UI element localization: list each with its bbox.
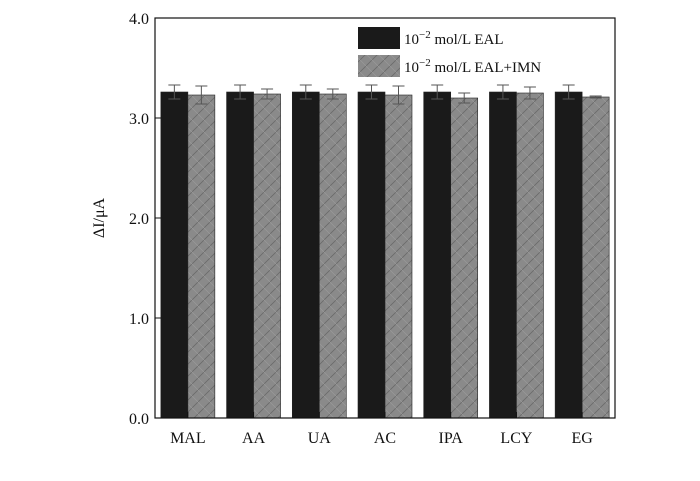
x-tick-label-mal: MAL xyxy=(170,430,206,447)
x-tick-label-aa: AA xyxy=(242,430,266,447)
error-bar-ac-series-2 xyxy=(392,85,405,105)
bars-layer xyxy=(160,91,610,419)
legend-entry-series-2-rest: mol/L EAL+IMN xyxy=(431,60,542,76)
error-bar-lcy-series-2 xyxy=(523,86,536,100)
bar-eg-series-2 xyxy=(581,96,610,419)
legend-entry-series-2-base: 10 xyxy=(404,60,419,76)
error-bar-ac-series-1 xyxy=(365,84,378,100)
bar-mal-series-1 xyxy=(160,91,189,419)
legend-entry-series-1-rest: mol/L EAL xyxy=(431,32,504,48)
error-bar-lcy-series-1 xyxy=(496,84,509,100)
error-bar-ipa-series-1 xyxy=(431,84,444,100)
bar-aa-series-2 xyxy=(253,93,281,419)
legend-entry-series-2: 10−2 mol/L EAL+IMN xyxy=(404,57,541,76)
y-tick-label: 3.0 xyxy=(129,111,149,128)
error-bar-mal-series-2 xyxy=(195,85,208,105)
x-axis: MAL AA UA AC IPA LCY EG xyxy=(170,412,593,447)
x-tick-label-lcy: LCY xyxy=(500,430,532,447)
bar-aa-series-1 xyxy=(226,91,254,419)
legend-entry-series-1-base: 10 xyxy=(404,32,419,48)
error-bar-ipa-series-2 xyxy=(458,92,471,104)
x-tick-label-ipa: IPA xyxy=(439,430,464,447)
x-tick-label-eg: EG xyxy=(571,430,593,447)
error-bars-layer xyxy=(168,84,602,105)
bar-ac-series-2 xyxy=(384,94,413,419)
x-tick-label-ua: UA xyxy=(308,430,332,447)
bar-ua-series-1 xyxy=(291,91,320,419)
bar-ac-series-1 xyxy=(357,91,386,419)
y-tick-label: 0.0 xyxy=(129,411,149,428)
error-bar-ua-series-1 xyxy=(299,84,312,100)
legend-swatch-series-2 xyxy=(358,55,400,77)
bar-eg-series-1 xyxy=(554,91,583,419)
error-bar-mal-series-1 xyxy=(168,84,181,100)
bar-lcy-series-1 xyxy=(489,91,517,419)
legend-entry-series-1-sup: −2 xyxy=(419,29,431,41)
error-bar-aa-series-1 xyxy=(234,84,247,100)
error-bar-eg-series-1 xyxy=(562,84,575,100)
legend-entry-series-2-sup: −2 xyxy=(419,57,431,69)
bar-mal-series-2 xyxy=(187,94,216,419)
x-tick-label-ac: AC xyxy=(374,430,396,447)
bar-ua-series-2 xyxy=(318,93,347,419)
y-tick-label: 4.0 xyxy=(129,11,149,28)
legend-swatch-series-1 xyxy=(358,27,400,49)
bar-ipa-series-2 xyxy=(450,97,479,419)
legend: 10−2 mol/L EAL 10−2 mol/L EAL+IMN xyxy=(358,27,541,77)
error-bar-ua-series-2 xyxy=(326,88,339,100)
legend-entry-series-1: 10−2 mol/L EAL xyxy=(404,29,504,48)
y-tick-label: 1.0 xyxy=(129,311,149,328)
y-axis-label: ΔI/μA xyxy=(91,197,108,238)
y-axis: 0.0 1.0 2.0 3.0 4.0 xyxy=(129,11,161,428)
bar-ipa-series-1 xyxy=(423,91,452,419)
y-tick-label: 2.0 xyxy=(129,211,149,228)
error-bar-eg-series-2 xyxy=(589,95,602,99)
bar-lcy-series-2 xyxy=(516,92,544,419)
error-bar-aa-series-2 xyxy=(261,88,274,100)
